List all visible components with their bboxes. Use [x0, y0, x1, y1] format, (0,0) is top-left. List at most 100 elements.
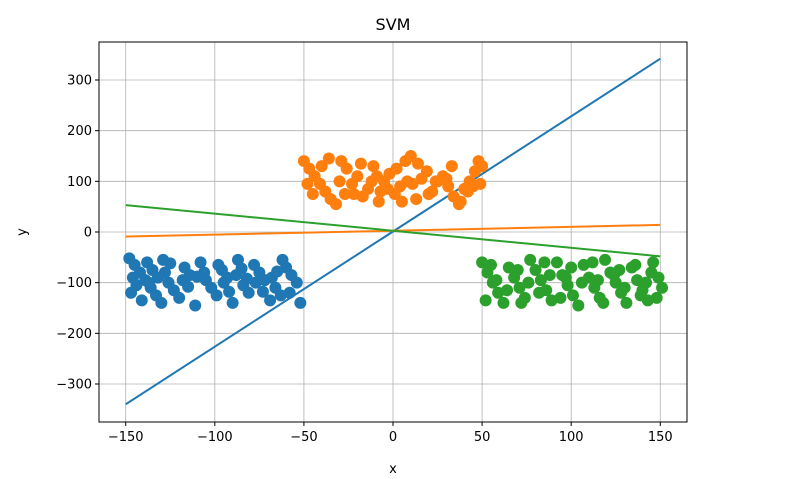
scatter-point-series-2	[340, 162, 353, 175]
y-tick-label: −100	[56, 276, 92, 291]
x-tick-label: 0	[389, 430, 397, 445]
scatter-point-series-1	[158, 266, 171, 279]
scatter-point-series-3	[534, 274, 547, 287]
scatter-point-series-2	[338, 188, 351, 200]
scatter-point-series-2	[401, 175, 414, 188]
scatter-point-series-2	[404, 150, 417, 162]
scatter-point-series-1	[240, 272, 253, 285]
scatter-point-series-3	[479, 294, 492, 307]
scatter-point-series-3	[575, 276, 588, 289]
scatter-point-series-2	[420, 165, 433, 178]
scatter-point-series-3	[613, 264, 626, 276]
scatter-point-series-1	[242, 286, 255, 299]
scatter-point-series-1	[189, 299, 202, 312]
scatter-point-series-3	[529, 264, 542, 276]
scatter-point-series-2	[315, 160, 328, 173]
y-tick-label: 300	[67, 74, 92, 89]
scatter-point-series-1	[226, 296, 239, 309]
scatter-point-series-2	[372, 195, 385, 208]
scatter-point-series-3	[559, 271, 572, 284]
scatter-point-series-1	[164, 257, 177, 270]
x-tick-label: 150	[648, 430, 673, 445]
x-tick-label: −150	[108, 430, 144, 445]
scatter-point-series-3	[485, 258, 497, 271]
scatter-point-series-3	[629, 258, 642, 271]
x-axis-label: x	[389, 462, 397, 477]
scatter-point-series-2	[410, 193, 423, 206]
y-tick-label: 0	[84, 226, 92, 241]
scatter-point-series-2	[440, 172, 453, 185]
x-axis: −150 −100 −50 0 50 100 150	[108, 422, 673, 445]
scatter-point-series-3	[515, 296, 528, 309]
scatter-point-series-2	[306, 188, 319, 200]
scatter-point-series-1	[182, 280, 195, 293]
scatter-point-series-2	[374, 185, 387, 198]
decision-line-3	[125, 204, 661, 258]
scatter-point-series-3	[497, 296, 510, 309]
scatter-point-series-3	[647, 256, 660, 269]
scatter-point-series-3	[620, 296, 633, 309]
scatter-points-group	[123, 150, 669, 312]
scatter-point-series-3	[550, 256, 563, 269]
scatter-point-series-2	[476, 160, 489, 173]
scatter-point-series-2	[429, 175, 442, 188]
scatter-point-series-3	[565, 261, 578, 274]
scatter-point-series-2	[411, 157, 424, 170]
scatter-point-series-3	[522, 276, 535, 289]
scatter-point-series-3	[618, 281, 631, 294]
scatter-point-series-1	[235, 262, 248, 275]
scatter-point-series-2	[301, 177, 314, 190]
scatter-point-series-3	[572, 299, 585, 312]
scatter-point-series-1	[210, 289, 223, 302]
scatter-point-series-3	[554, 291, 567, 304]
scatter-point-series-1	[217, 276, 230, 289]
x-tick-label: −50	[290, 430, 317, 445]
x-tick-label: 50	[474, 430, 491, 445]
y-tick-label: −200	[56, 327, 92, 342]
scatter-point-series-3	[656, 281, 669, 294]
scatter-point-series-3	[501, 284, 514, 297]
scatter-point-series-2	[422, 188, 435, 200]
scatter-point-series-1	[223, 285, 236, 298]
scatter-point-series-2	[445, 160, 458, 173]
scatter-point-series-1	[271, 265, 284, 278]
scatter-point-series-2	[354, 157, 367, 170]
scatter-point-series-3	[634, 289, 647, 302]
scatter-point-series-2	[395, 195, 408, 208]
scatter-point-series-2	[329, 198, 342, 211]
scatter-point-series-2	[370, 170, 383, 183]
scatter-point-series-2	[347, 188, 360, 200]
scatter-point-series-2	[390, 162, 403, 175]
y-tick-label: −300	[56, 378, 92, 393]
scatter-point-series-3	[524, 253, 537, 266]
scatter-point-series-3	[650, 291, 663, 304]
scatter-point-series-1	[256, 285, 269, 298]
scatter-point-series-3	[599, 253, 612, 266]
chart-title: SVM	[376, 15, 411, 34]
scatter-point-series-3	[538, 256, 551, 269]
scatter-point-series-2	[474, 177, 487, 190]
scatter-point-series-1	[294, 296, 307, 309]
scatter-point-series-3	[543, 269, 556, 282]
scatter-point-series-1	[155, 296, 168, 309]
scatter-point-series-3	[645, 266, 658, 279]
grid	[99, 42, 687, 422]
scatter-point-series-3	[640, 276, 653, 289]
scatter-point-series-1	[290, 276, 303, 289]
y-axis: −300 −200 −100 0 100 200 300	[56, 74, 99, 393]
y-axis-label: y	[15, 228, 30, 236]
scatter-point-series-3	[591, 274, 604, 287]
scatter-point-series-2	[322, 152, 335, 165]
scatter-point-series-1	[126, 271, 139, 284]
scatter-point-series-1	[249, 276, 262, 289]
scatter-point-series-3	[597, 296, 610, 309]
scatter-point-series-3	[586, 256, 599, 269]
scatter-point-series-3	[533, 286, 546, 299]
scatter-point-series-3	[566, 289, 579, 302]
scatter-point-series-1	[212, 258, 225, 271]
scatter-point-series-1	[142, 276, 155, 289]
scatter-point-series-1	[264, 294, 277, 307]
scatter-point-series-2	[454, 195, 467, 208]
scatter-point-series-1	[194, 256, 207, 269]
